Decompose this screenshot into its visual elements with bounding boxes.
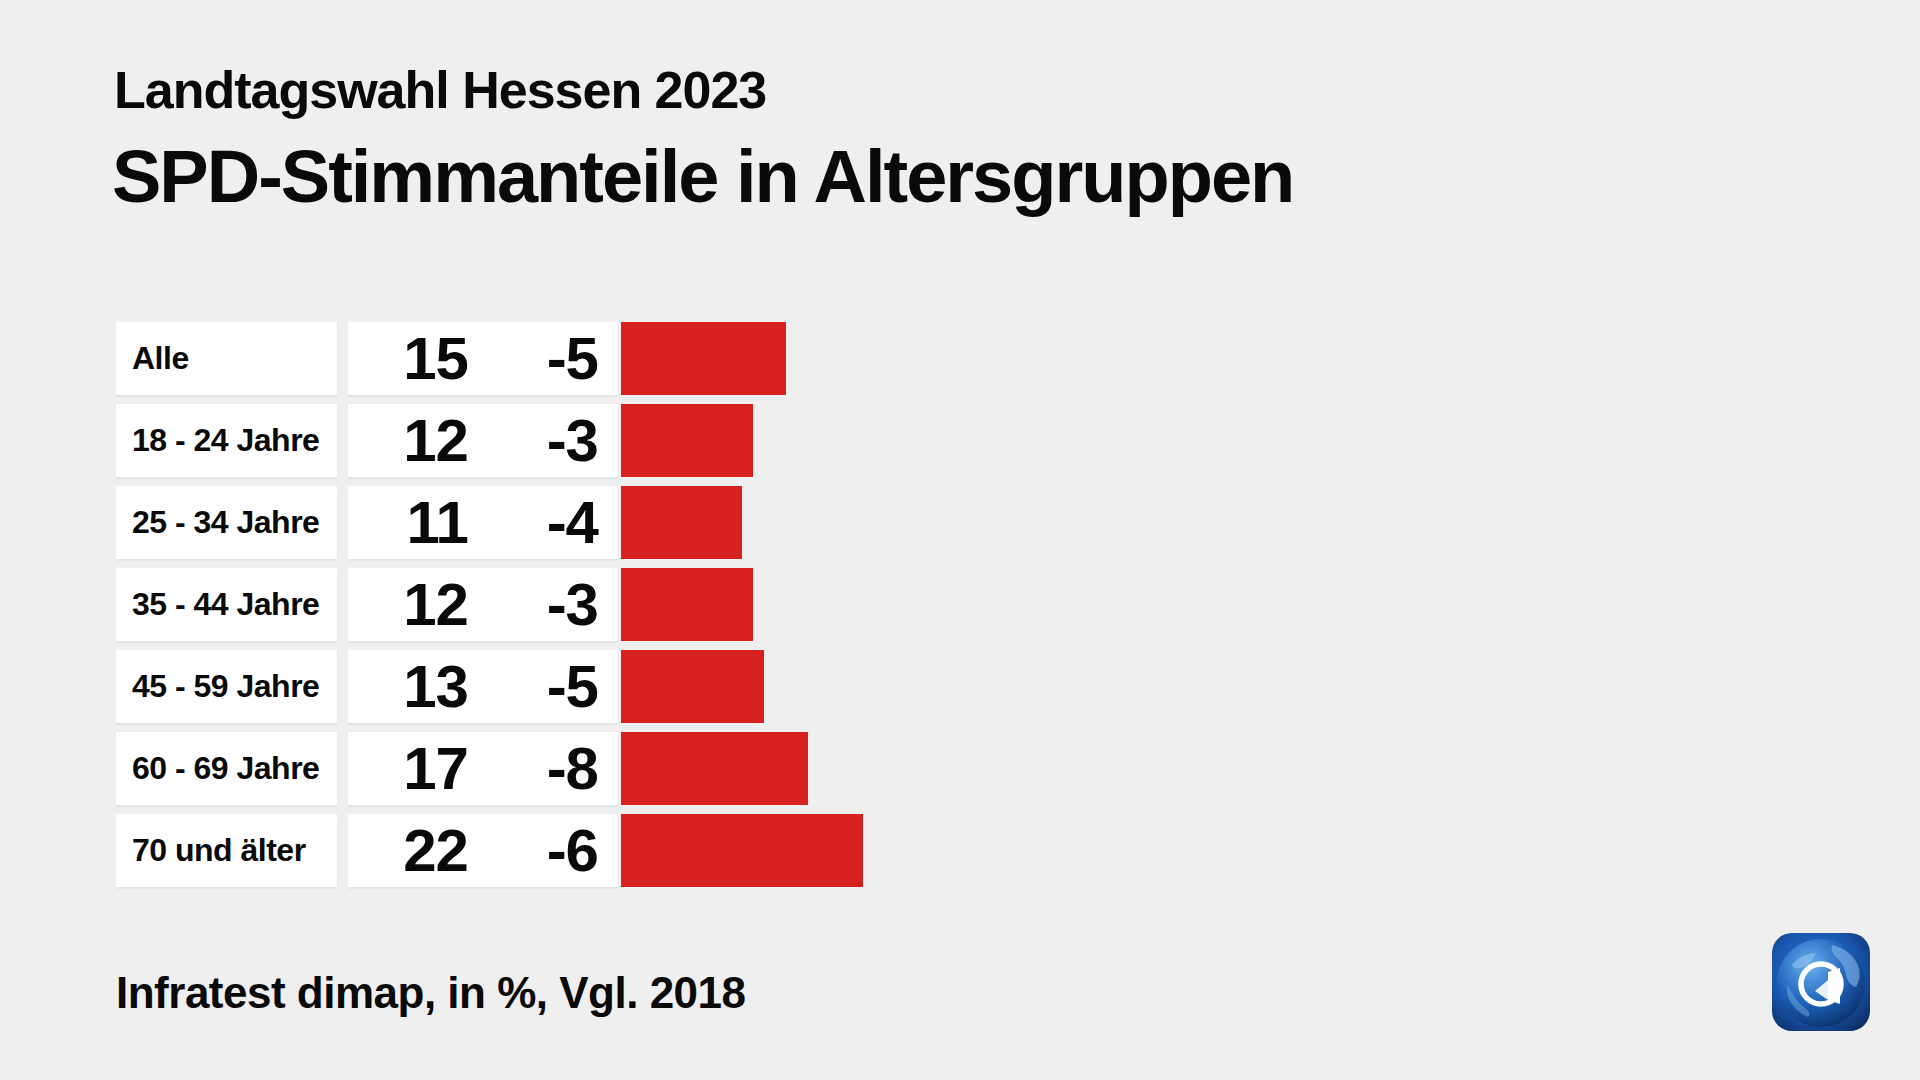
vote-share-bar: [621, 568, 753, 641]
change-value: -4: [468, 488, 618, 557]
vote-share-bar: [621, 732, 808, 805]
vote-share-value: 12: [348, 570, 468, 639]
age-group-label: 25 - 34 Jahre: [116, 486, 337, 559]
vote-share-value: 22: [348, 816, 468, 885]
ard-logo-icon: [1772, 933, 1870, 1031]
vote-share-bar: [621, 404, 753, 477]
age-group-row: 18 - 24 Jahre12-3: [116, 404, 863, 477]
change-value: -3: [468, 406, 618, 475]
vote-share-value: 12: [348, 406, 468, 475]
ard-logo-svg: [1772, 933, 1870, 1031]
age-group-label: 35 - 44 Jahre: [116, 568, 337, 641]
age-group-row: Alle15-5: [116, 322, 863, 395]
change-value: -8: [468, 734, 618, 803]
change-value: -3: [468, 570, 618, 639]
age-group-bar-chart: Alle15-518 - 24 Jahre12-325 - 34 Jahre11…: [116, 322, 863, 896]
change-value: -5: [468, 652, 618, 721]
value-cell: 11-4: [348, 486, 618, 559]
vote-share-value: 17: [348, 734, 468, 803]
value-cell: 12-3: [348, 568, 618, 641]
change-value: -6: [468, 816, 618, 885]
age-group-row: 60 - 69 Jahre17-8: [116, 732, 863, 805]
value-cell: 15-5: [348, 322, 618, 395]
vote-share-bar: [621, 814, 863, 887]
infographic-canvas: Landtagswahl Hessen 2023 SPD-Stimmanteil…: [0, 0, 1920, 1080]
age-group-row: 25 - 34 Jahre11-4: [116, 486, 863, 559]
age-group-label: 18 - 24 Jahre: [116, 404, 337, 477]
age-group-label: 70 und älter: [116, 814, 337, 887]
age-group-row: 35 - 44 Jahre12-3: [116, 568, 863, 641]
vote-share-value: 13: [348, 652, 468, 721]
age-group-label: Alle: [116, 322, 337, 395]
value-cell: 17-8: [348, 732, 618, 805]
vote-share-bar: [621, 486, 742, 559]
age-group-row: 45 - 59 Jahre13-5: [116, 650, 863, 723]
age-group-row: 70 und älter22-6: [116, 814, 863, 887]
page-subtitle: Landtagswahl Hessen 2023: [114, 62, 766, 119]
vote-share-value: 15: [348, 324, 468, 393]
age-group-label: 60 - 69 Jahre: [116, 732, 337, 805]
source-note: Infratest dimap, in %, Vgl. 2018: [116, 968, 746, 1018]
value-cell: 22-6: [348, 814, 618, 887]
vote-share-value: 11: [348, 488, 468, 557]
value-cell: 12-3: [348, 404, 618, 477]
change-value: -5: [468, 324, 618, 393]
page-title: SPD-Stimmanteile in Altersgruppen: [112, 136, 1293, 217]
vote-share-bar: [621, 322, 786, 395]
age-group-label: 45 - 59 Jahre: [116, 650, 337, 723]
vote-share-bar: [621, 650, 764, 723]
value-cell: 13-5: [348, 650, 618, 723]
